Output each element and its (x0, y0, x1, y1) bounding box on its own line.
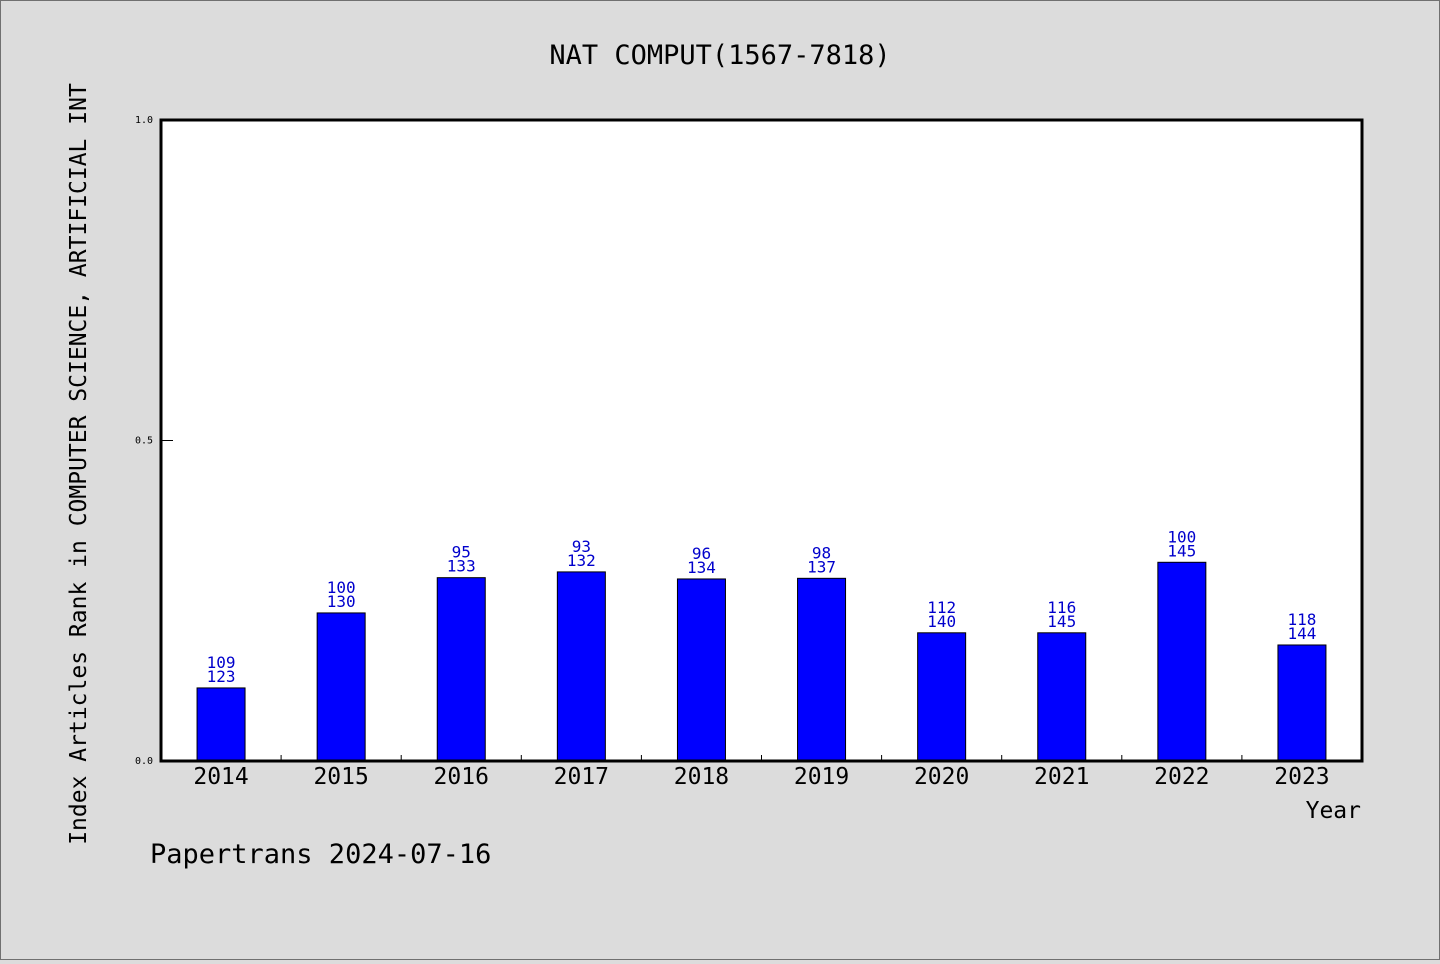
data-label-total-2019: 137 (807, 557, 836, 576)
data-label-total-2023: 144 (1287, 624, 1316, 643)
data-label-rank-2014: 109 (207, 653, 236, 672)
data-label-total-2021: 145 (1047, 612, 1076, 631)
data-label-total-2018: 134 (687, 558, 716, 577)
data-label-rank-2018: 96 (692, 544, 711, 563)
bars-group (196, 561, 1327, 762)
data-label-total-2015: 130 (327, 592, 356, 611)
y-tick-label-1.0: 1.0 (135, 115, 153, 126)
data-label-rank-2021: 116 (1047, 598, 1076, 617)
bar-2023 (1277, 644, 1327, 762)
data-label-rank-2022: 100 (1167, 527, 1196, 546)
bar-2020 (917, 632, 967, 762)
x-tick-label-2017: 2017 (554, 764, 609, 790)
bar-2016 (436, 577, 486, 762)
bar-2021 (1037, 632, 1087, 762)
bar-2019 (797, 577, 847, 762)
x-tick-label-2015: 2015 (313, 764, 368, 790)
chart-title: NAT COMPUT(1567-7818) (549, 40, 890, 71)
data-label-total-2022: 145 (1167, 541, 1196, 560)
x-tick-label-2023: 2023 (1274, 764, 1329, 790)
x-axis: 2014 2015 2016 2017 2018 2019 2020 2021 2022 2023 (193, 755, 1330, 790)
data-label-rank-2016: 95 (452, 543, 471, 562)
bar-2015 (316, 612, 366, 762)
y-tick-label-0.0: 0.0 (135, 756, 153, 767)
data-label-rank-2020: 112 (927, 598, 956, 617)
y-axis: 0.0 0.5 1.0 (135, 115, 173, 767)
data-label-rank-2019: 98 (812, 543, 831, 562)
x-axis-label: Year (1306, 798, 1361, 824)
x-tick-label-2018: 2018 (674, 764, 729, 790)
x-tick-label-2014: 2014 (193, 764, 248, 790)
y-tick-label-0.5: 0.5 (135, 436, 153, 447)
footer-watermark: Papertrans 2024-07-16 (150, 839, 491, 870)
x-tick-label-2020: 2020 (914, 764, 969, 790)
x-tick-label-2021: 2021 (1034, 764, 1089, 790)
data-label-rank-2023: 118 (1287, 610, 1316, 629)
bar-2014 (196, 687, 246, 762)
data-label-total-2014: 123 (207, 667, 236, 686)
x-tick-label-2016: 2016 (434, 764, 489, 790)
x-tick-label-2019: 2019 (794, 764, 849, 790)
data-label-total-2016: 133 (447, 557, 476, 576)
data-label-total-2020: 140 (927, 612, 956, 631)
bar-2017 (556, 571, 606, 762)
data-label-rank-2015: 100 (327, 578, 356, 597)
data-label-total-2017: 132 (567, 551, 596, 570)
data-label-rank-2017: 93 (572, 537, 591, 556)
y-axis-label: Index Articles Rank in COMPUTER SCIENCE,… (66, 83, 92, 845)
bar-2022 (1157, 561, 1207, 762)
x-tick-label-2022: 2022 (1154, 764, 1209, 790)
bar-2018 (676, 578, 726, 762)
